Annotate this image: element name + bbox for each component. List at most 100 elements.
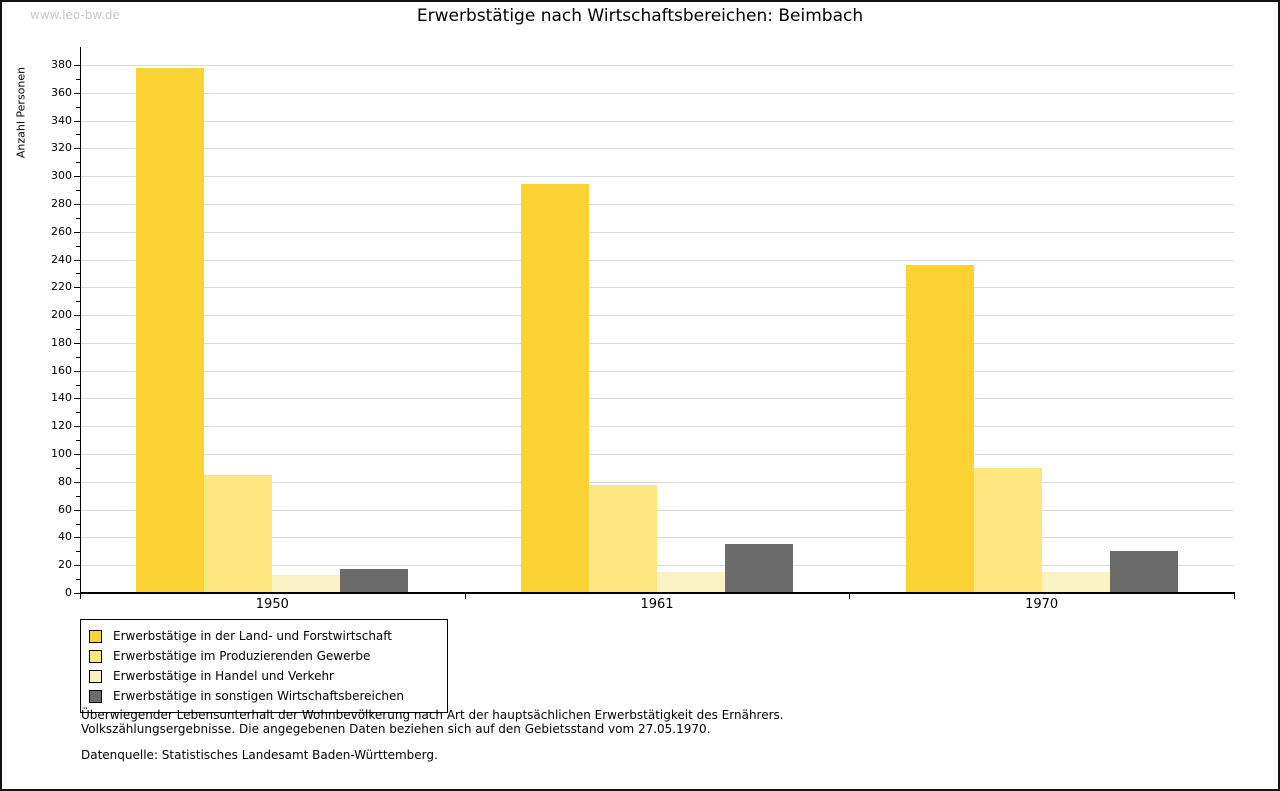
- y-gridline: [80, 537, 1234, 539]
- legend-box: Erwerbstätige in der Land- und Forstwirt…: [80, 619, 448, 713]
- y-major-tick: [74, 426, 80, 428]
- y-tick-label: 320: [51, 141, 72, 155]
- bar-1950-series-2: [204, 474, 273, 593]
- y-tick-label: 240: [51, 252, 72, 266]
- y-major-tick: [74, 148, 80, 150]
- y-tick-label: 0: [65, 586, 72, 599]
- y-gridline: [80, 370, 1234, 372]
- y-minor-tick: [76, 273, 80, 275]
- y-major-tick: [74, 481, 80, 483]
- footnote-line-1: Überwiegender Lebensunterhalt der Wohnbe…: [81, 708, 784, 722]
- bar-1961-series-3: [657, 572, 725, 593]
- legend-row-4: Erwerbstätige in sonstigen Wirtschaftsbe…: [89, 686, 439, 706]
- y-minor-tick: [76, 523, 80, 525]
- y-gridline: [80, 565, 1234, 567]
- bar-1970-series-3: [1041, 572, 1110, 593]
- legend-row-1: Erwerbstätige in der Land- und Forstwirt…: [89, 626, 439, 646]
- x-boundary-tick: [849, 594, 851, 599]
- x-boundary-tick: [464, 594, 466, 599]
- legend-label: Erwerbstätige in sonstigen Wirtschaftsbe…: [113, 689, 405, 703]
- y-tick-label: 60: [58, 502, 72, 516]
- y-minor-tick: [76, 412, 80, 414]
- y-minor-tick: [76, 78, 80, 80]
- bar-1970-series-4: [1109, 551, 1178, 593]
- y-tick-label: 140: [51, 391, 72, 405]
- y-major-tick: [74, 203, 80, 205]
- y-minor-tick: [76, 106, 80, 108]
- y-major-tick: [74, 593, 80, 594]
- y-gridline: [80, 481, 1234, 483]
- y-gridline: [80, 176, 1234, 178]
- legend-row-2: Erwerbstätige im Produzierenden Gewerbe: [89, 646, 439, 666]
- y-axis-label: Anzahl Personen: [14, 66, 28, 159]
- bar-1961-series-4: [725, 544, 793, 593]
- y-tick-label: 380: [51, 58, 72, 71]
- y-major-tick: [74, 509, 80, 511]
- y-tick-label: 200: [51, 308, 72, 322]
- y-minor-tick: [76, 356, 80, 358]
- chart-title: Erwerbstätige nach Wirtschaftsbereichen:…: [416, 6, 864, 26]
- legend-label: Erwerbstätige im Produzierenden Gewerbe: [113, 649, 371, 663]
- bar-1961-series-1: [521, 184, 589, 593]
- y-major-tick: [74, 65, 80, 66]
- legend-row-3: Erwerbstätige in Handel und Verkehr: [89, 666, 439, 686]
- y-tick-label: 360: [51, 85, 72, 99]
- footnote-text: Überwiegender Lebensunterhalt der Wohnbe…: [81, 708, 784, 736]
- y-major-tick: [74, 565, 80, 567]
- y-axis-line: [80, 47, 81, 594]
- y-gridline: [80, 287, 1234, 289]
- y-major-tick: [74, 287, 80, 289]
- y-minor-tick: [76, 245, 80, 247]
- bar-1950-series-1: [136, 67, 205, 593]
- legend-swatch-icon: [89, 669, 102, 683]
- legend-swatch-icon: [89, 649, 102, 663]
- y-major-tick: [74, 120, 80, 122]
- y-minor-tick: [76, 162, 80, 164]
- y-major-tick: [74, 176, 80, 178]
- y-gridline: [80, 342, 1234, 344]
- y-minor-tick: [76, 217, 80, 219]
- y-minor-tick: [76, 384, 80, 386]
- y-minor-tick: [76, 301, 80, 303]
- y-gridline: [80, 509, 1234, 511]
- y-minor-tick: [76, 190, 80, 192]
- y-gridline: [80, 120, 1234, 122]
- y-gridline: [80, 92, 1234, 94]
- y-gridline: [80, 65, 1234, 66]
- y-tick-label: 100: [51, 447, 72, 461]
- y-minor-tick: [76, 551, 80, 553]
- y-major-tick: [74, 398, 80, 400]
- y-minor-tick: [76, 579, 80, 581]
- y-gridline: [80, 454, 1234, 456]
- y-tick-label: 20: [58, 558, 72, 572]
- y-gridline: [80, 231, 1234, 233]
- bar-1970-series-2: [973, 467, 1042, 593]
- y-major-tick: [74, 342, 80, 344]
- y-tick-label: 300: [51, 169, 72, 183]
- y-gridline: [80, 148, 1234, 150]
- y-major-tick: [74, 231, 80, 233]
- x-tick-label: 1961: [640, 597, 674, 612]
- footnote-line-2: Volkszählungsergebnisse. Die angegebenen…: [81, 721, 711, 736]
- y-major-tick: [74, 537, 80, 539]
- y-minor-tick: [76, 495, 80, 497]
- y-major-tick: [74, 370, 80, 372]
- y-minor-tick: [76, 440, 80, 442]
- bar-1961-series-2: [589, 484, 657, 593]
- y-gridline: [80, 259, 1234, 261]
- y-tick-label: 280: [51, 196, 72, 210]
- data-source-text: Datenquelle: Statistisches Landesamt Bad…: [81, 748, 438, 762]
- legend-swatch-icon: [89, 629, 102, 643]
- y-gridline: [80, 398, 1234, 400]
- legend-label: Erwerbstätige in der Land- und Forstwirt…: [113, 629, 392, 643]
- bar-1970-series-1: [905, 265, 974, 593]
- y-tick-label: 220: [51, 280, 72, 294]
- y-minor-tick: [76, 134, 80, 136]
- y-major-tick: [74, 315, 80, 317]
- x-axis-line: [80, 592, 1235, 594]
- y-major-tick: [74, 454, 80, 456]
- y-tick-label: 180: [51, 335, 72, 349]
- bar-1950-series-3: [272, 574, 341, 593]
- y-major-tick: [74, 259, 80, 261]
